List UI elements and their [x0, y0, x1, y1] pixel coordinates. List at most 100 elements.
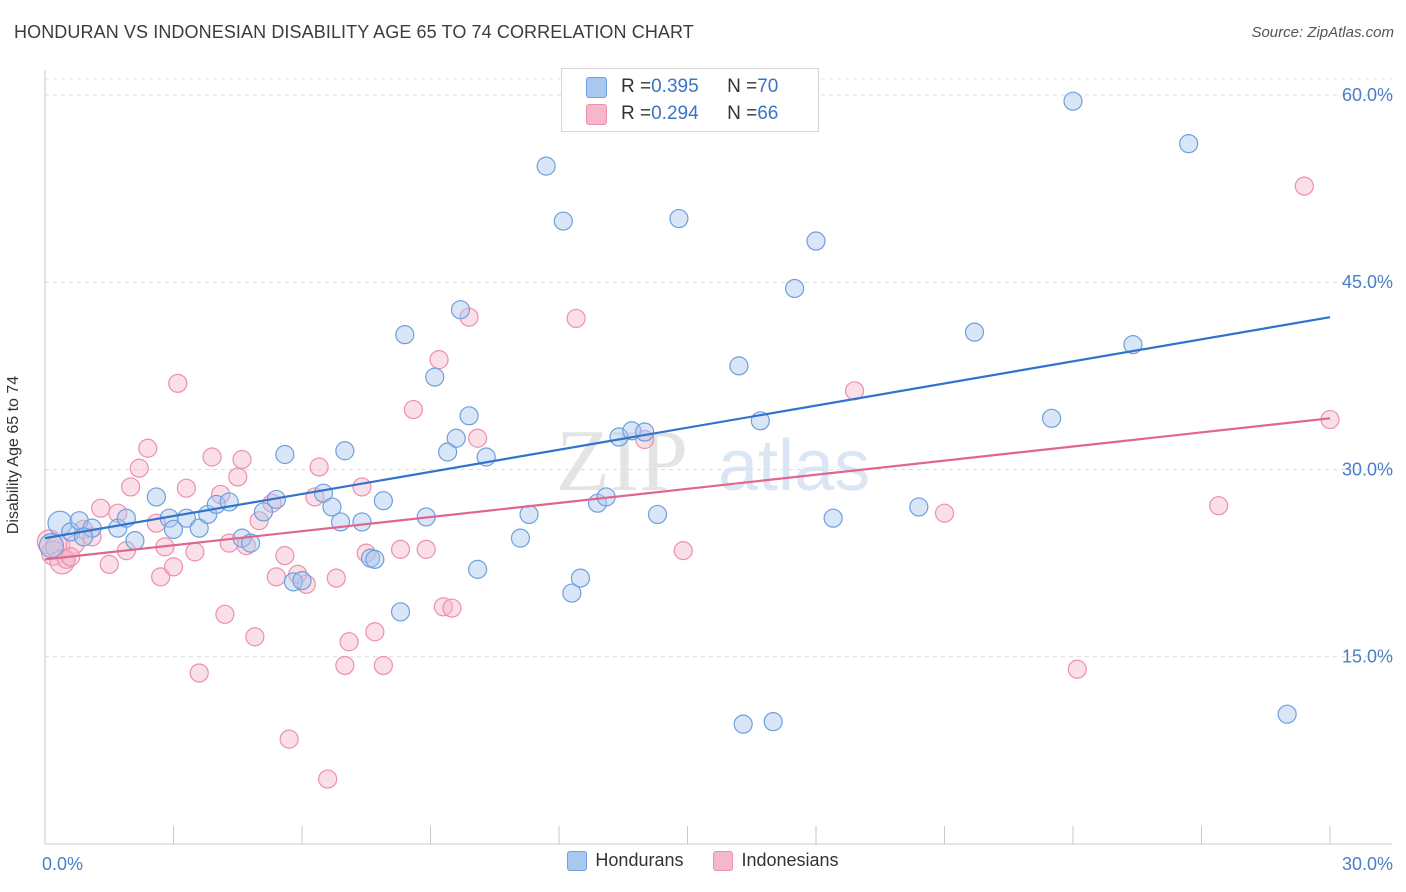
- indonesians-point-35: [279, 729, 299, 749]
- hondurans-point-56: [733, 714, 753, 734]
- hondurans-point-51: [635, 422, 655, 442]
- r-label: R =: [621, 103, 652, 124]
- hondurans-point-8: [146, 487, 166, 507]
- series-indonesians: [36, 176, 1340, 789]
- y-tick-label-1: 30.0%: [1342, 459, 1393, 479]
- hondurans-point-27: [352, 512, 372, 532]
- hondurans-point-7: [125, 531, 145, 551]
- hondurans-point-65: [1063, 91, 1083, 111]
- hondurans-point-40: [468, 559, 488, 579]
- hondurans-point-29: [365, 549, 385, 569]
- axes: [44, 70, 1392, 845]
- hondurans-point-60: [806, 231, 826, 251]
- y-axis-title: Disability Age 65 to 74: [5, 375, 22, 535]
- indonesians-point-13: [129, 458, 149, 478]
- hondurans-point-31: [390, 602, 411, 622]
- hondurans-point-46: [570, 568, 591, 588]
- chart-title: HONDURAN VS INDONESIAN DISABILITY AGE 65…: [14, 22, 694, 42]
- indonesians-point-8: [91, 498, 111, 518]
- indonesians-point-49: [403, 399, 423, 420]
- hondurans-point-30: [373, 491, 393, 511]
- hondurans-point-17: [241, 533, 261, 553]
- series-legend: Hondurans Indonesians: [0, 850, 1406, 871]
- hondurans-point-18: [253, 502, 274, 522]
- r-label: R =: [621, 76, 652, 97]
- indonesians-point-28: [232, 449, 252, 470]
- r-value: 0.395: [651, 76, 699, 97]
- indonesians-point-53: [442, 598, 462, 618]
- x-tick-label-max: 30.0%: [1342, 854, 1393, 874]
- hondurans-point-41: [510, 528, 531, 548]
- legend-swatch-indonesians: [586, 103, 607, 125]
- indonesians-trend-line: [44, 417, 1331, 561]
- indonesians-point-25: [215, 604, 235, 624]
- hondurans-point-64: [1041, 408, 1062, 428]
- indonesians-point-30: [245, 627, 265, 647]
- indonesians-point-51: [429, 350, 449, 370]
- indonesians-point-41: [326, 568, 346, 588]
- correlation-legend: R = 0.395 N = 70 R = 0.294 N = 66: [561, 68, 819, 132]
- hondurans-point-36: [446, 428, 466, 448]
- legend-label-indonesians: Indonesians: [741, 850, 839, 870]
- hondurans-point-45: [562, 583, 582, 603]
- y-tick-label-0: 15.0%: [1342, 647, 1393, 667]
- n-value: 70: [757, 76, 779, 97]
- indonesians-point-43: [339, 632, 359, 652]
- hondurans-point-61: [823, 508, 843, 528]
- hondurans-point-24: [322, 497, 342, 517]
- indonesians-point-19: [168, 373, 188, 393]
- indonesians-point-47: [373, 655, 393, 676]
- hondurans-point-62: [909, 497, 929, 517]
- hondurans-point-43: [536, 156, 556, 176]
- legend-row-indonesians: R = 0.294 N = 66: [586, 101, 778, 127]
- tick-labels: 15.0% 30.0% 45.0% 60.0% 0.0% 30.0%: [42, 85, 1393, 874]
- gridlines: [45, 78, 1392, 658]
- hondurans-point-59: [784, 278, 805, 299]
- indonesians-point-60: [934, 503, 955, 523]
- n-label: N =: [727, 76, 758, 97]
- hondurans-trend-line: [44, 316, 1331, 540]
- hondurans-point-53: [669, 208, 689, 229]
- hondurans-point-52: [647, 504, 668, 525]
- r-value: 0.294: [651, 103, 699, 124]
- indonesians-point-48: [390, 539, 411, 559]
- indonesians-point-56: [566, 308, 586, 329]
- watermark-zip: ZIP: [556, 413, 688, 510]
- hondurans-point-42: [519, 504, 539, 525]
- hondurans-point-63: [964, 322, 985, 342]
- watermark-atlas: atlas: [718, 426, 870, 506]
- legend-label-hondurans: Hondurans: [595, 850, 684, 870]
- indonesians-point-44: [352, 477, 372, 497]
- hondurans-point-26: [335, 441, 355, 461]
- trend-lines: [44, 316, 1331, 561]
- hondurans-point-22: [292, 570, 312, 591]
- legend-swatch-hondurans: [567, 850, 588, 871]
- indonesians-point-12: [121, 477, 141, 497]
- y-tick-label-2: 45.0%: [1342, 272, 1393, 292]
- indonesians-point-27: [228, 467, 248, 487]
- legend-item-hondurans: Hondurans: [567, 850, 683, 871]
- x-tick-label-min: 0.0%: [42, 854, 83, 874]
- indonesians-point-14: [138, 438, 158, 458]
- hondurans-point-12: [189, 518, 209, 538]
- indonesians-point-21: [185, 542, 205, 562]
- hondurans-point-58: [763, 712, 783, 732]
- indonesians-point-42: [335, 655, 355, 676]
- watermark: ZIP atlas: [556, 413, 870, 510]
- indonesians-point-46: [365, 622, 385, 642]
- hondurans-point-34: [425, 367, 445, 387]
- hondurans-point-35: [438, 442, 458, 462]
- indonesians-point-39: [309, 457, 329, 477]
- indonesians-point-31: [249, 511, 269, 531]
- indonesians-point-22: [189, 663, 209, 683]
- hondurans-point-66: [1123, 335, 1143, 355]
- hondurans-point-10: [163, 519, 184, 540]
- hondurans-point-44: [553, 211, 573, 231]
- hondurans-point-32: [395, 325, 415, 345]
- hondurans-point-68: [1277, 704, 1297, 724]
- indonesians-point-23: [202, 447, 222, 467]
- indonesians-point-50: [416, 539, 436, 559]
- indonesians-point-63: [1294, 176, 1314, 196]
- legend-row-hondurans: R = 0.395 N = 70: [586, 74, 778, 100]
- hondurans-point-20: [275, 444, 295, 465]
